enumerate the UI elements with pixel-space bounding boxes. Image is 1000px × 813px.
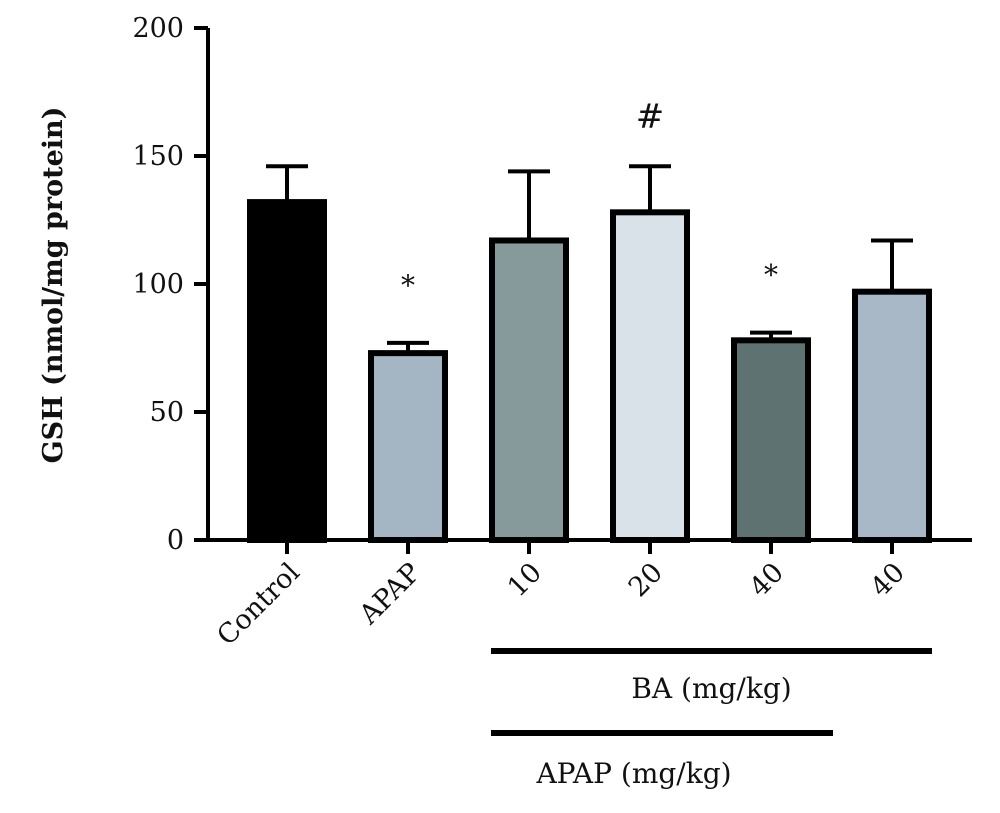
bar-2 (489, 237, 569, 543)
asterisk-annotation-1: * (401, 269, 415, 302)
y-axis-title: GSH (nmol/mg protein) (38, 107, 69, 464)
bar-1 (368, 350, 448, 543)
y-tick-label-200: 200 (132, 13, 184, 44)
y-tick-label-100: 100 (132, 269, 184, 300)
category-label-2: 10 (502, 557, 548, 603)
bar-5 (852, 288, 932, 543)
y-tick-label-0: 0 (167, 525, 184, 556)
asterisk-annotation-4: * (764, 259, 778, 292)
group-label-0: BA (mg/kg) (631, 672, 791, 705)
y-tick-label-50: 50 (150, 397, 184, 428)
category-label-5: 40 (865, 557, 911, 603)
y-tick-label-150: 150 (132, 141, 184, 172)
category-label-1: APAP (353, 557, 427, 631)
group-brackets: BA (mg/kg) APAP (mg/kg) (491, 648, 932, 790)
hash-annotation-3: # (636, 97, 665, 137)
bar-4 (731, 337, 811, 543)
bar-3 (610, 209, 690, 543)
category-label-3: 20 (623, 557, 669, 603)
group-label-1: APAP (mg/kg) (535, 757, 731, 790)
category-label-4: 40 (744, 557, 790, 603)
category-label-0: Control (211, 557, 306, 652)
bars: * # * (247, 97, 932, 544)
category-labels: Control APAP 10 20 40 40 (211, 557, 911, 652)
bar-0 (247, 199, 327, 544)
